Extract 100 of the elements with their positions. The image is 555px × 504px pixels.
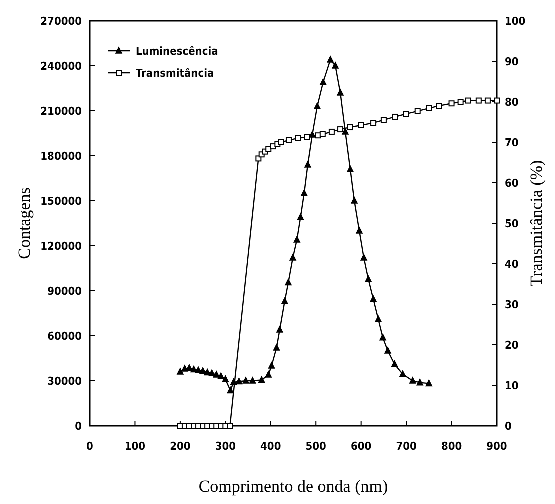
point [204, 368, 211, 376]
y2-tick-label: 20 [505, 339, 519, 352]
point [392, 114, 398, 120]
point [360, 254, 368, 261]
point [304, 134, 310, 140]
point [494, 98, 500, 104]
y-tick-label: 180000 [40, 150, 82, 163]
point [227, 423, 234, 429]
point [286, 137, 292, 144]
y-tick-label: 30000 [48, 375, 82, 388]
x-tick-label: 900 [486, 440, 508, 453]
y2-axis-title: Transmitância (%) [527, 160, 546, 287]
point [380, 334, 386, 341]
point [342, 128, 349, 135]
y2-tick-label: 50 [505, 218, 519, 230]
x-tick-label: 200 [170, 440, 191, 453]
point [356, 227, 363, 234]
point [347, 124, 354, 131]
x-tick-label: 700 [396, 440, 417, 453]
point [314, 102, 321, 110]
y2-tick-label: 80 [505, 96, 519, 109]
y2-tick-label: 70 [505, 136, 519, 150]
y-tick-label: 60000 [48, 330, 82, 343]
point [276, 326, 284, 333]
point [384, 347, 392, 354]
point [365, 276, 372, 282]
point [426, 105, 432, 112]
point [268, 362, 276, 369]
x-tick-label: 100 [124, 440, 146, 453]
y2-tick-label: 30 [505, 298, 519, 312]
y-tick-label: 0 [75, 420, 82, 433]
point [297, 214, 304, 220]
x-tick-label: 500 [306, 440, 327, 453]
point [351, 197, 358, 204]
point [380, 117, 387, 124]
legend-label: Transmitância [136, 67, 214, 80]
point [426, 380, 433, 387]
point [282, 298, 288, 304]
y2-tick-label: 40 [505, 258, 519, 271]
point [375, 316, 382, 322]
point [320, 78, 327, 86]
point [182, 365, 188, 372]
point [294, 236, 301, 243]
point [327, 56, 334, 63]
point [295, 135, 302, 142]
point [370, 296, 377, 302]
y-tick-label: 210000 [40, 105, 82, 118]
y2-tick-label: 60 [505, 177, 519, 190]
point [337, 89, 344, 96]
x-axis-title: Comprimento de onda (nm) [198, 477, 388, 496]
point [409, 377, 416, 384]
point [338, 126, 344, 133]
point [249, 377, 256, 384]
y-tick-label: 90000 [48, 285, 82, 298]
point [416, 378, 424, 386]
point [484, 98, 491, 104]
point [273, 344, 280, 351]
x-tick-label: 800 [441, 440, 462, 453]
point [458, 99, 464, 105]
legend-label: Luminescência [136, 45, 218, 58]
point [332, 62, 339, 69]
y2-tick-label: 90 [505, 56, 519, 68]
y-tick-label: 150000 [40, 195, 82, 208]
point [400, 370, 406, 378]
y2-tick-label: 0 [505, 420, 512, 433]
y-axis-title: Contagens [15, 188, 34, 260]
point [195, 366, 202, 374]
y-tick-label: 120000 [40, 240, 82, 253]
x-tick-label: 400 [260, 440, 282, 453]
x-tick-label: 0 [86, 440, 94, 453]
point [403, 111, 410, 118]
point [466, 98, 472, 104]
point [436, 103, 442, 110]
point [304, 161, 312, 168]
point [290, 254, 296, 261]
y2-tick-label: 100 [505, 15, 526, 28]
y-tick-label: 240000 [40, 60, 82, 73]
point [300, 190, 308, 196]
point [358, 122, 364, 128]
point [258, 376, 266, 384]
point [227, 386, 234, 394]
point [208, 370, 216, 376]
point [414, 108, 421, 114]
point [285, 278, 292, 286]
x-tick-label: 300 [215, 440, 236, 453]
point [242, 377, 250, 384]
point [218, 372, 225, 380]
point [222, 376, 230, 382]
point [347, 166, 354, 172]
y2-tick-label: 10 [505, 380, 519, 392]
point [265, 371, 272, 378]
point [266, 146, 272, 152]
point [328, 128, 335, 135]
point [236, 378, 243, 385]
y-tick-label: 270000 [40, 15, 82, 28]
point [391, 360, 398, 368]
x-tick-label: 600 [350, 440, 372, 453]
point [370, 120, 377, 126]
point [278, 140, 284, 146]
point [320, 131, 326, 138]
